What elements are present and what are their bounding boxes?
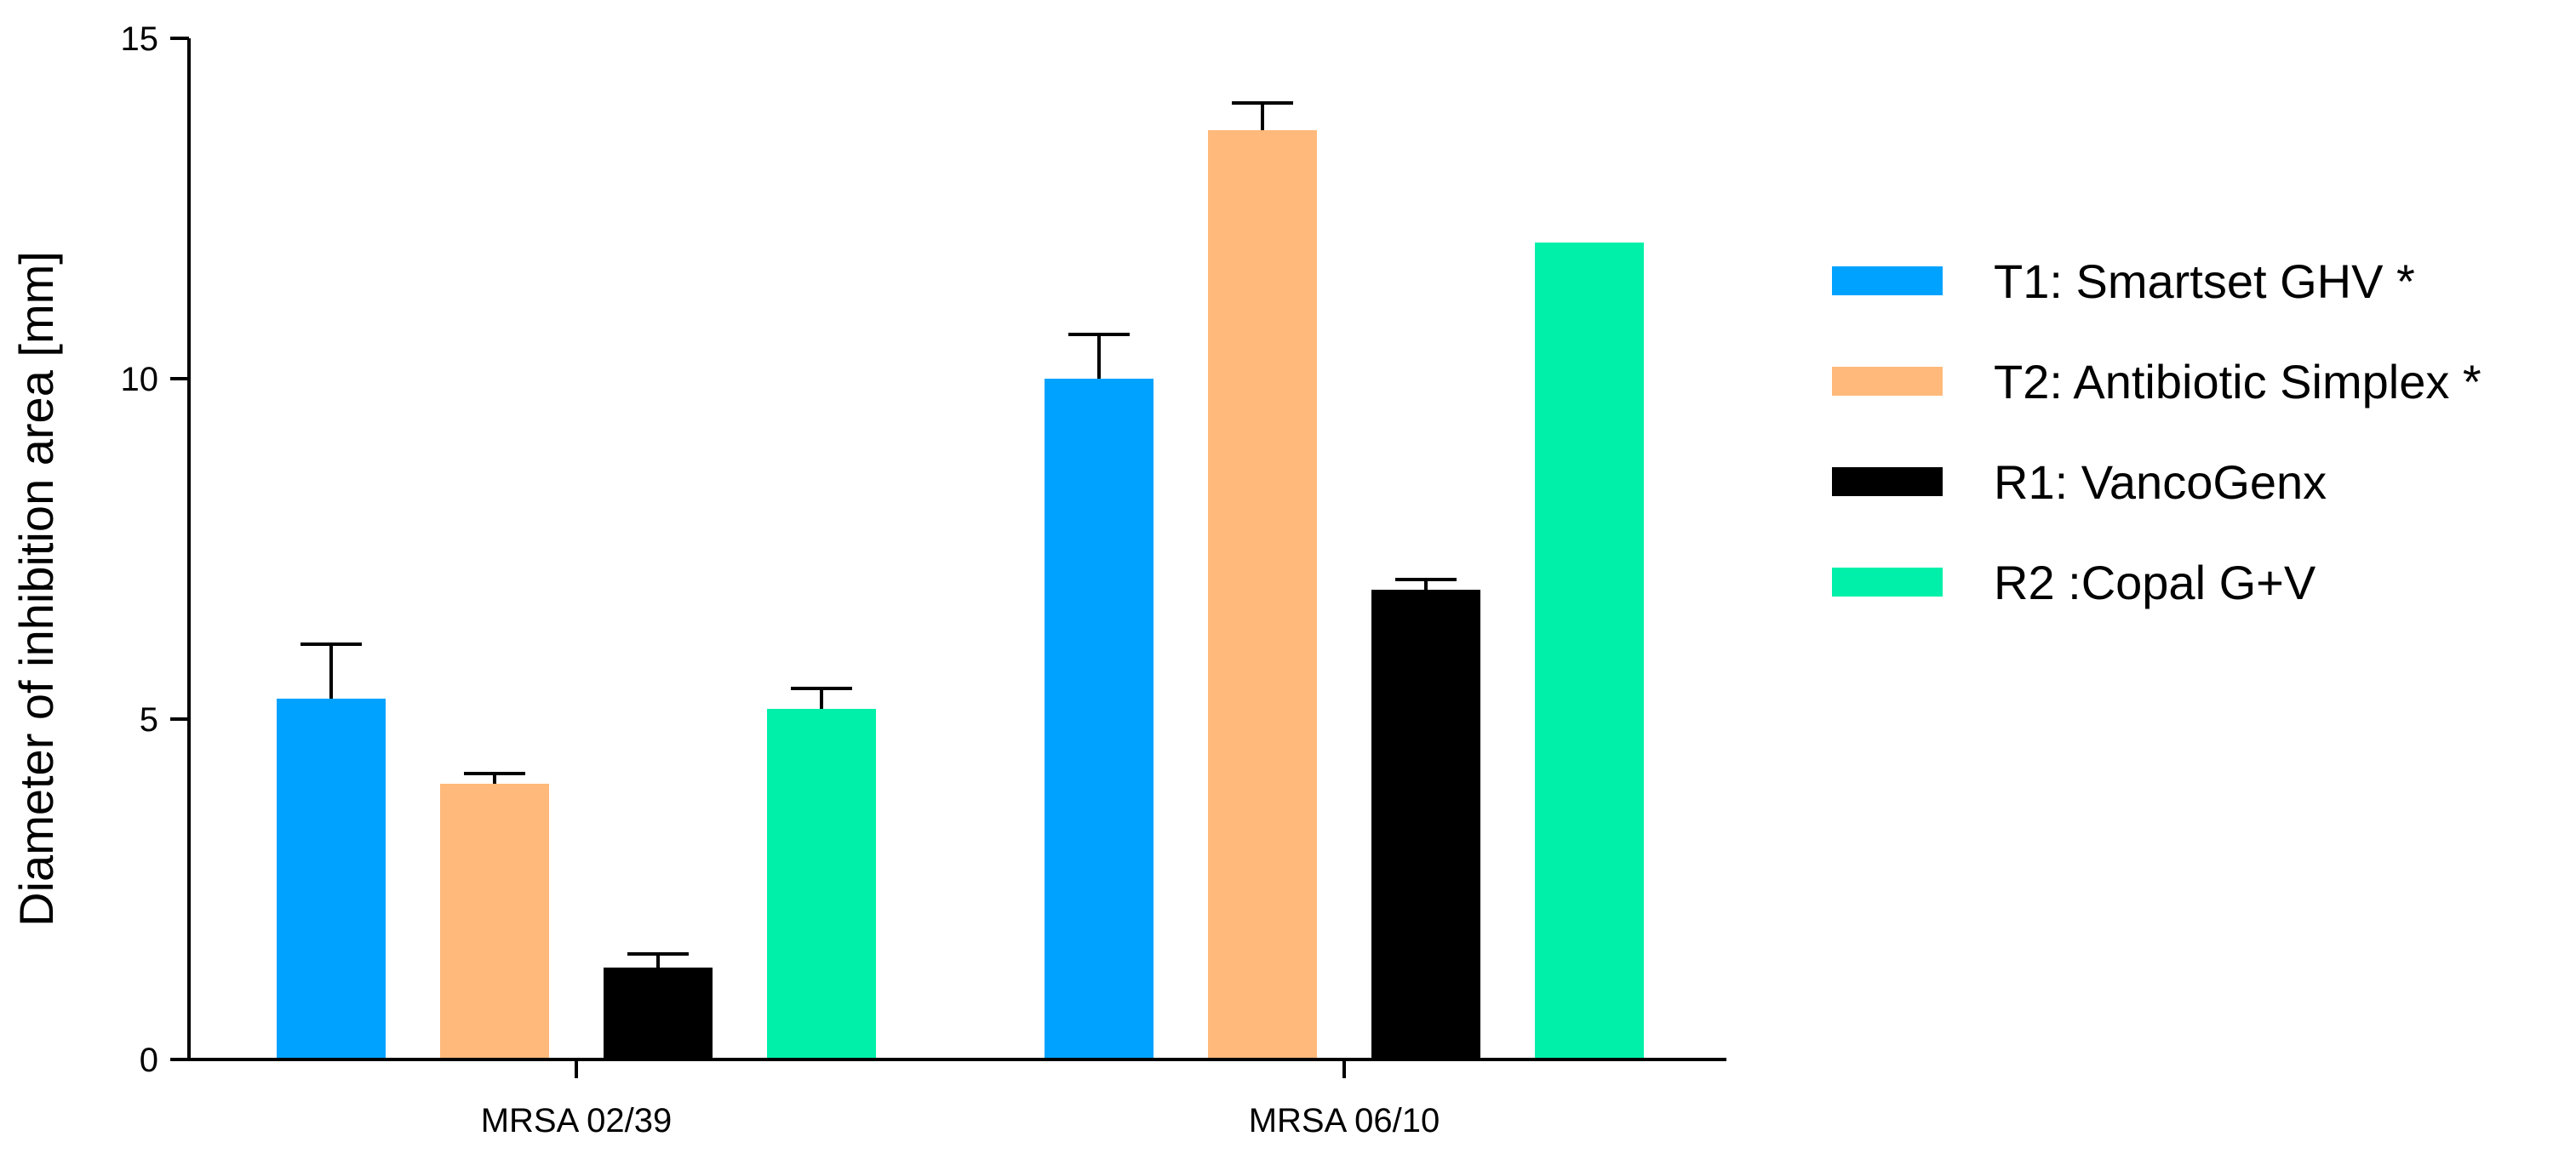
legend-swatch-2 xyxy=(1832,467,1943,496)
error-bar-s2-c1 xyxy=(1395,578,1457,590)
error-bar-s1-c1 xyxy=(1232,101,1293,130)
legend: T1: Smartset GHV * T2: Antibiotic Simplex… xyxy=(1832,254,2482,609)
legend-swatch-0 xyxy=(1832,266,1943,295)
x-tick-label-0: MRSA 02/39 xyxy=(481,1102,673,1139)
legend-label-1: T2: Antibiotic Simplex * xyxy=(1994,355,2482,408)
error-bar-s0-c0 xyxy=(301,642,362,699)
legend-label-0: T1: Smartset GHV * xyxy=(1994,254,2415,308)
bar-s1-c0 xyxy=(440,784,549,1059)
bar-s2-c0 xyxy=(604,968,713,1059)
bars-layer xyxy=(277,130,1644,1059)
y-ticks: 0 5 10 15 xyxy=(121,20,189,1079)
error-bar-s2-c0 xyxy=(627,952,689,968)
bar-s3-c1 xyxy=(1535,243,1644,1059)
bar-s2-c1 xyxy=(1371,590,1480,1059)
y-axis-label: Diameter of inhibition area [mm] xyxy=(9,251,63,927)
legend-swatch-1 xyxy=(1832,367,1943,396)
legend-swatch-3 xyxy=(1832,568,1943,597)
error-bar-s1-c0 xyxy=(464,772,525,784)
legend-label-3: R2 :Copal G+V xyxy=(1994,556,2316,609)
bar-s1-c1 xyxy=(1208,130,1317,1059)
y-tick-label-1: 5 xyxy=(140,701,158,739)
bar-s0-c1 xyxy=(1045,379,1153,1059)
bar-s0-c0 xyxy=(277,699,386,1059)
error-bars-layer xyxy=(301,101,1457,968)
y-tick-label-2: 10 xyxy=(121,361,159,398)
x-tick-label-1: MRSA 06/10 xyxy=(1249,1102,1440,1139)
y-tick-label-0: 0 xyxy=(140,1042,158,1079)
error-bar-s3-c0 xyxy=(791,687,852,709)
bar-s3-c0 xyxy=(767,709,876,1059)
x-ticks: MRSA 02/39 MRSA 06/10 xyxy=(481,1059,1440,1139)
error-bar-s0-c1 xyxy=(1068,333,1130,379)
y-tick-label-3: 15 xyxy=(121,20,159,58)
legend-label-2: R1: VancoGenx xyxy=(1994,455,2327,509)
